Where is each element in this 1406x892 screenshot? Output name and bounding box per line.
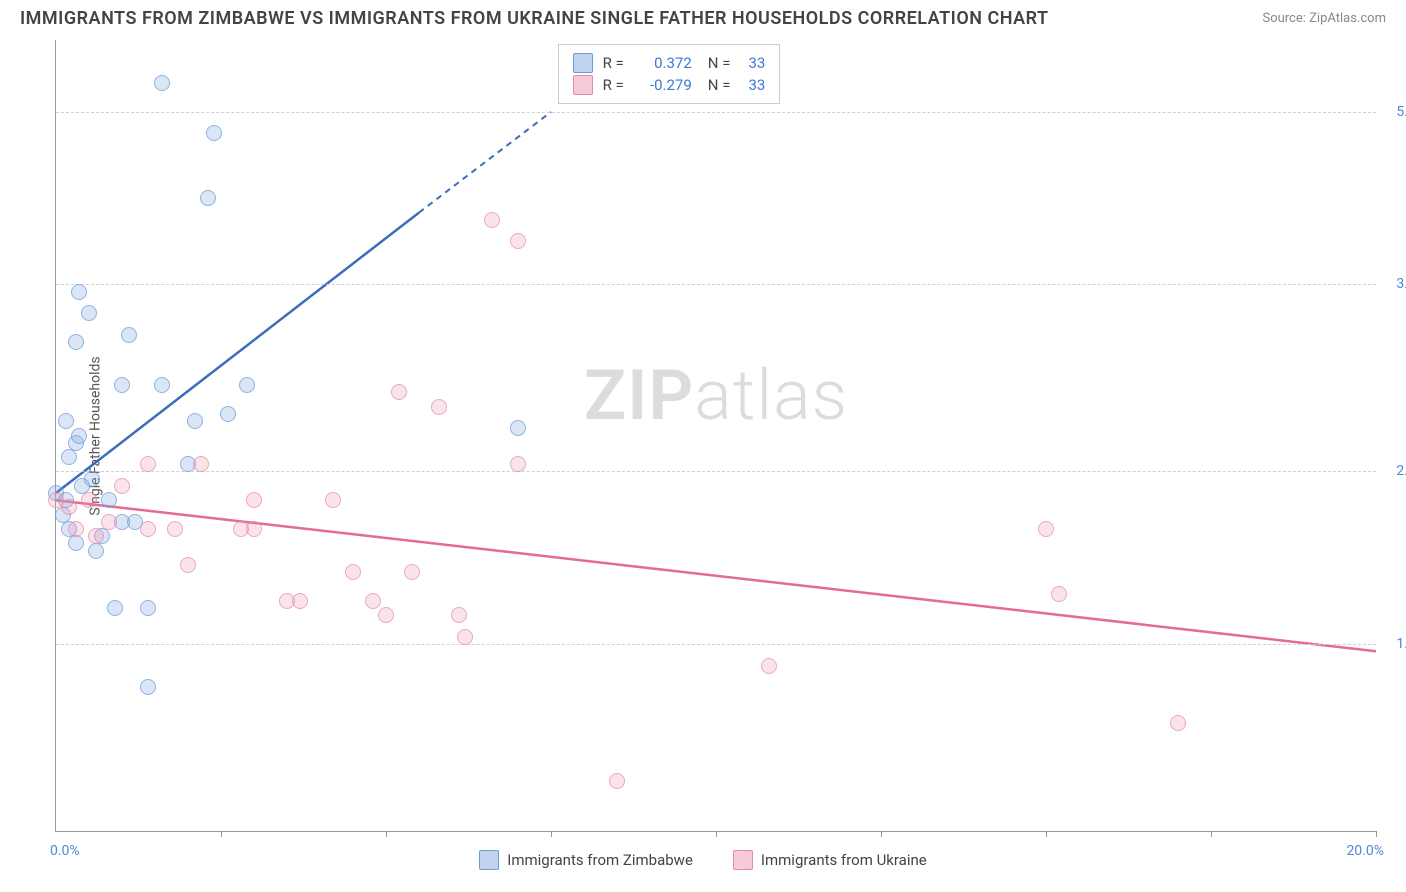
gridline (56, 112, 1376, 113)
point-zimbabwe (154, 75, 170, 91)
trend-line-extrapolated (419, 112, 551, 213)
point-zimbabwe (114, 377, 130, 393)
n-label: N = (708, 76, 731, 94)
x-tick (386, 831, 387, 837)
point-ukraine (451, 607, 467, 623)
point-zimbabwe (58, 413, 74, 429)
point-zimbabwe (88, 543, 104, 559)
point-zimbabwe (140, 600, 156, 616)
correlation-legend: R = 0.372 N = 33 R = -0.279 N = 33 (558, 44, 781, 104)
point-ukraine (1170, 715, 1186, 731)
point-ukraine (484, 212, 500, 228)
point-zimbabwe (68, 535, 84, 551)
point-zimbabwe (140, 679, 156, 695)
y-tick-label: 3.8% (1396, 276, 1406, 292)
x-tick (881, 831, 882, 837)
point-zimbabwe (239, 377, 255, 393)
point-ukraine (101, 514, 117, 530)
point-ukraine (1038, 521, 1054, 537)
point-zimbabwe (510, 420, 526, 436)
x-tick (221, 831, 222, 837)
swatch-ukraine-icon (733, 850, 753, 870)
n-value-zimbabwe: 33 (748, 54, 765, 72)
point-ukraine (345, 564, 361, 580)
point-zimbabwe (121, 327, 137, 343)
point-ukraine (180, 557, 196, 573)
point-zimbabwe (68, 334, 84, 350)
point-zimbabwe (107, 600, 123, 616)
x-tick (551, 831, 552, 837)
swatch-zimbabwe (573, 53, 593, 73)
point-ukraine (292, 593, 308, 609)
point-zimbabwe (84, 471, 100, 487)
point-zimbabwe (200, 190, 216, 206)
r-value-ukraine: -0.279 (634, 76, 692, 94)
x-tick (1046, 831, 1047, 837)
point-ukraine (609, 773, 625, 789)
point-ukraine (761, 658, 777, 674)
point-ukraine (167, 521, 183, 537)
r-value-zimbabwe: 0.372 (634, 54, 692, 72)
r-label: R = (603, 76, 624, 94)
point-ukraine (391, 384, 407, 400)
point-zimbabwe (101, 492, 117, 508)
point-zimbabwe (81, 305, 97, 321)
point-zimbabwe (206, 125, 222, 141)
n-label: N = (708, 54, 731, 72)
trend-lines (56, 40, 1376, 831)
point-ukraine (81, 492, 97, 508)
scatter-plot: Single Father Households 0.0% 20.0% ZIPa… (55, 40, 1376, 832)
legend-label-zimbabwe: Immigrants from Zimbabwe (507, 851, 693, 869)
point-ukraine (68, 521, 84, 537)
gridline (56, 284, 1376, 285)
point-ukraine (246, 521, 262, 537)
point-ukraine (365, 593, 381, 609)
point-ukraine (431, 399, 447, 415)
legend-item-ukraine: Immigrants from Ukraine (733, 850, 927, 870)
legend-item-zimbabwe: Immigrants from Zimbabwe (479, 850, 693, 870)
point-ukraine (193, 456, 209, 472)
point-ukraine (140, 456, 156, 472)
x-tick (1211, 831, 1212, 837)
point-ukraine (510, 233, 526, 249)
y-tick-label: 2.5% (1396, 463, 1406, 479)
swatch-zimbabwe-icon (479, 850, 499, 870)
point-ukraine (457, 629, 473, 645)
series-legend: Immigrants from Zimbabwe Immigrants from… (0, 850, 1406, 870)
point-zimbabwe (220, 406, 236, 422)
legend-label-ukraine: Immigrants from Ukraine (761, 851, 927, 869)
legend-row-ukraine: R = -0.279 N = 33 (573, 75, 766, 95)
y-tick-label: 1.3% (1396, 636, 1406, 652)
point-zimbabwe (154, 377, 170, 393)
y-tick-label: 5.0% (1396, 104, 1406, 120)
point-ukraine (140, 521, 156, 537)
point-ukraine (1051, 586, 1067, 602)
point-zimbabwe (71, 284, 87, 300)
point-ukraine (61, 499, 77, 515)
chart-title: IMMIGRANTS FROM ZIMBABWE VS IMMIGRANTS F… (20, 8, 1049, 29)
n-value-ukraine: 33 (748, 76, 765, 94)
point-ukraine (510, 456, 526, 472)
point-ukraine (404, 564, 420, 580)
x-tick (716, 831, 717, 837)
x-tick (1376, 831, 1377, 837)
r-label: R = (603, 54, 624, 72)
point-zimbabwe (61, 449, 77, 465)
legend-row-zimbabwe: R = 0.372 N = 33 (573, 53, 766, 73)
point-ukraine (114, 478, 130, 494)
gridline (56, 471, 1376, 472)
source-label: Source: ZipAtlas.com (1262, 11, 1386, 26)
point-ukraine (246, 492, 262, 508)
swatch-ukraine (573, 75, 593, 95)
point-ukraine (325, 492, 341, 508)
point-ukraine (378, 607, 394, 623)
point-zimbabwe (187, 413, 203, 429)
point-ukraine (88, 528, 104, 544)
trend-line (56, 213, 419, 493)
gridline (56, 644, 1376, 645)
point-zimbabwe (71, 428, 87, 444)
